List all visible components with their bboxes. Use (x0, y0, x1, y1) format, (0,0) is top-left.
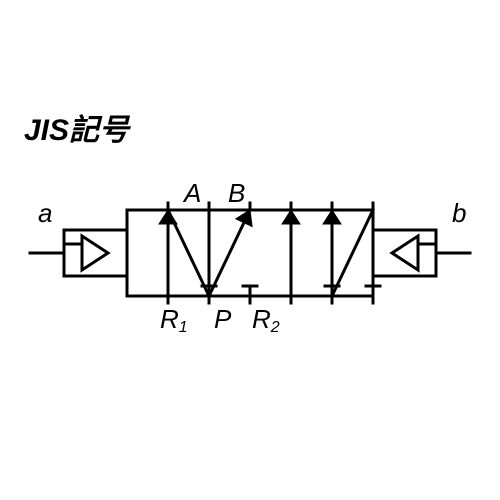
label-P: P (214, 304, 232, 334)
label-B: B (228, 178, 245, 208)
title-text: JIS記号 (24, 113, 131, 147)
label-b: b (452, 198, 466, 228)
label-A: A (182, 178, 201, 208)
canvas-bg (0, 0, 500, 500)
label-a: a (38, 198, 52, 228)
